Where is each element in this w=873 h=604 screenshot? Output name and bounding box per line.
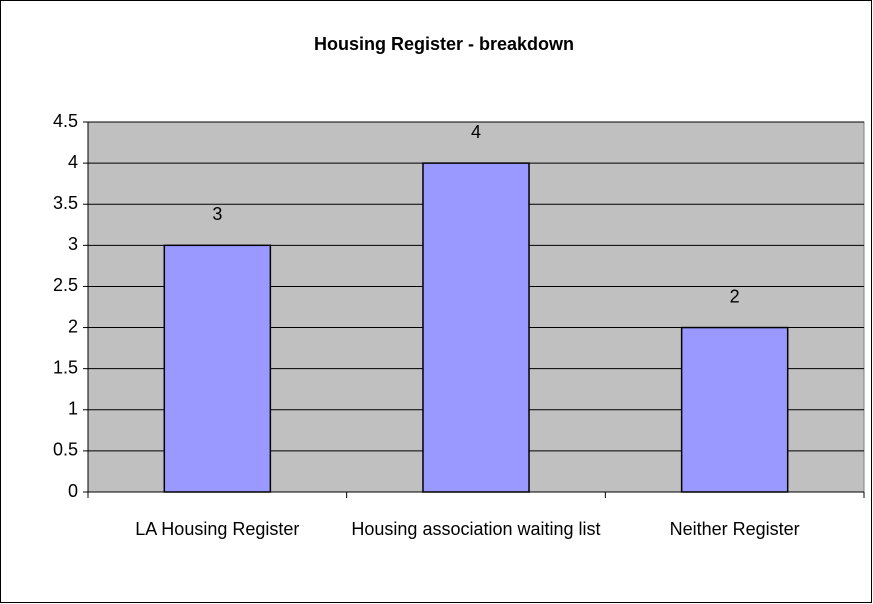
bar [680, 326, 789, 493]
x-tick-label: LA Housing Register [135, 519, 300, 539]
x-tick-label: Housing association waiting list [351, 519, 601, 539]
y-tick-label: 3.5 [53, 193, 78, 213]
y-tick-label: 2.5 [53, 275, 78, 295]
y-tick-label: 0 [68, 481, 78, 501]
y-tick-label: 2 [68, 316, 78, 336]
bar [422, 162, 530, 493]
y-tick-label: 1.5 [53, 357, 78, 377]
data-label: 3 [212, 204, 222, 224]
y-tick-label: 4.5 [53, 111, 78, 131]
y-tick-label: 3 [68, 234, 78, 254]
x-tick-label: Neither Register [669, 519, 800, 539]
y-tick-label: 4 [68, 152, 78, 172]
data-label: 2 [730, 286, 740, 306]
y-tick-label: 1 [68, 399, 78, 419]
y-tick-label: 0.5 [53, 440, 78, 460]
data-label: 4 [471, 122, 481, 142]
chart-title: Housing Register - breakdown [314, 34, 574, 54]
bar [163, 244, 272, 493]
